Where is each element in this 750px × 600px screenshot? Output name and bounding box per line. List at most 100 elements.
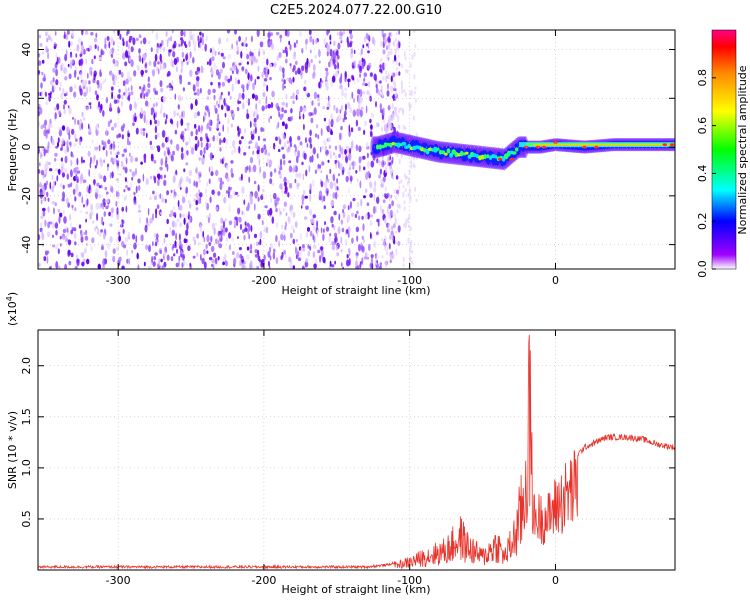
noise-blob (220, 52, 224, 57)
noise-blob (226, 138, 228, 145)
noise-blob (387, 156, 390, 162)
noise-blob (363, 36, 367, 43)
noise-blob (197, 139, 200, 148)
noise-blob (281, 224, 283, 230)
noise-blob (330, 216, 334, 224)
colorbar-gradient (712, 30, 736, 269)
noise-blob (230, 75, 232, 82)
noise-blob (393, 87, 397, 92)
noise-blob (85, 218, 87, 223)
noise-blob (174, 222, 177, 228)
noise-blob (205, 133, 208, 138)
noise-blob (117, 93, 121, 100)
noise-blob (313, 263, 317, 269)
noise-blob (299, 233, 302, 241)
noise-blob (234, 191, 239, 196)
noise-blob (70, 252, 74, 258)
noise-blob (183, 30, 186, 37)
noise-blob (79, 178, 83, 185)
noise-blob (295, 173, 299, 178)
noise-blob (261, 105, 265, 112)
noise-blob (169, 87, 173, 92)
noise-blob (339, 132, 341, 141)
noise-blob (110, 86, 114, 91)
noise-blob (415, 198, 418, 203)
noise-blob (255, 241, 259, 247)
noise-blob (163, 150, 167, 157)
noise-blob (153, 112, 156, 121)
noise-blob (105, 128, 108, 137)
noise-blob (129, 181, 133, 190)
noise-blob (195, 80, 200, 88)
noise-blob (254, 94, 259, 101)
noise-blob (39, 43, 43, 47)
signal-band (533, 143, 675, 146)
noise-blob (187, 56, 191, 63)
noise-blob (224, 218, 227, 222)
noise-blob (40, 222, 43, 228)
noise-blob (314, 133, 318, 138)
noise-blob (379, 103, 382, 110)
noise-blob (282, 207, 286, 212)
snr-y-exponent-label: (x104) (5, 292, 19, 326)
noise-blob (155, 111, 157, 118)
noise-blob (251, 134, 255, 140)
noise-blob (314, 169, 317, 174)
noise-blob (145, 177, 149, 186)
noise-blob (236, 252, 240, 259)
noise-blob (241, 186, 245, 194)
noise-blob (58, 215, 61, 224)
noise-blob (115, 200, 118, 207)
noise-blob (213, 63, 217, 71)
noise-blob (124, 157, 127, 161)
noise-blob (256, 152, 261, 160)
noise-blob (124, 166, 128, 174)
noise-blob (130, 46, 134, 53)
noise-blob (394, 218, 397, 226)
noise-blob (359, 109, 364, 117)
noise-blob (222, 156, 225, 162)
noise-blob (133, 200, 137, 206)
noise-blob (398, 180, 401, 185)
noise-blob (99, 82, 103, 91)
noise-blob (200, 87, 202, 94)
noise-blob (39, 191, 44, 199)
noise-blob (299, 30, 302, 37)
noise-blob (407, 216, 410, 224)
noise-blob (166, 218, 169, 225)
noise-blob (167, 136, 170, 142)
x-tick-label: -300 (106, 274, 131, 287)
noise-blob (41, 59, 45, 64)
signal-hotspot (497, 157, 503, 161)
noise-blob (304, 216, 308, 220)
noise-blob (190, 131, 194, 137)
noise-blob (384, 218, 386, 224)
noise-blob (370, 112, 374, 118)
noise-blob (93, 37, 98, 43)
noise-blob (46, 164, 49, 171)
noise-blob (262, 171, 267, 179)
noise-blob (213, 252, 217, 258)
noise-blob (91, 220, 95, 224)
noise-blob (127, 44, 130, 50)
noise-blob (389, 235, 392, 241)
noise-blob (210, 245, 215, 252)
noise-blob (290, 257, 293, 264)
noise-blob (347, 168, 349, 177)
noise-blob (403, 200, 406, 205)
noise-blob (347, 226, 351, 233)
noise-blob (160, 258, 163, 263)
noise-blob (80, 229, 83, 235)
noise-blob (255, 103, 258, 111)
noise-blob (386, 54, 389, 60)
noise-blob (144, 64, 148, 69)
noise-blob (252, 82, 255, 91)
noise-blob (165, 31, 168, 37)
colorbar-frame (711, 29, 737, 270)
noise-blob (202, 230, 205, 238)
noise-blob (330, 113, 333, 120)
noise-blob (361, 235, 364, 240)
noise-blob (118, 88, 121, 94)
noise-blob (181, 196, 186, 204)
noise-blob (283, 176, 287, 184)
